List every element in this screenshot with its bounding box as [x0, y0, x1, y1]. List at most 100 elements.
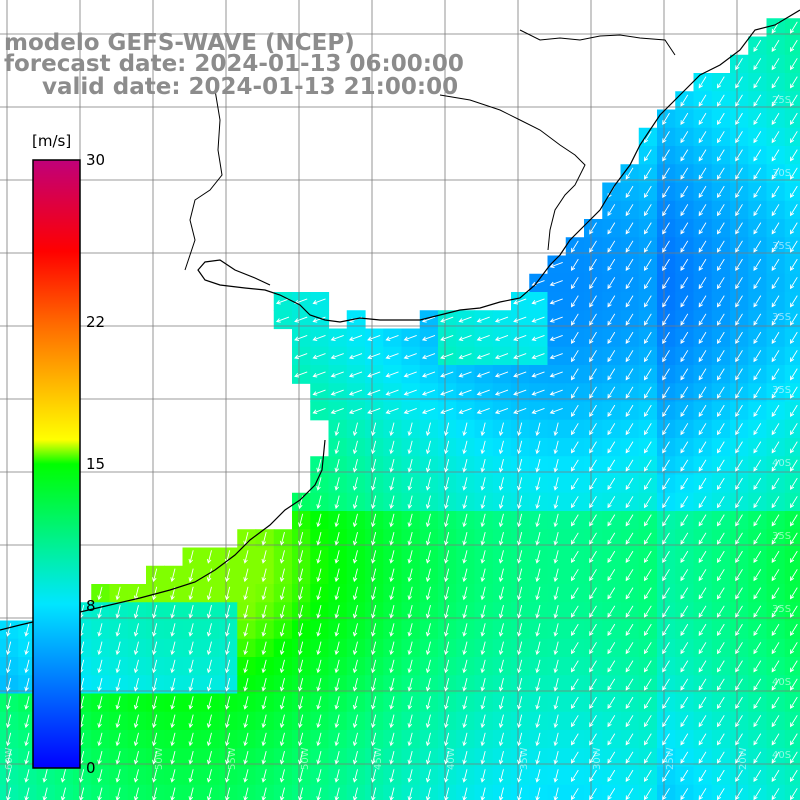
wind-arrow — [480, 550, 486, 564]
wind-arrow — [589, 368, 597, 381]
lon-label: 25W — [665, 747, 676, 770]
wind-arrow — [462, 458, 468, 473]
wind-arrow — [462, 477, 468, 491]
wind-arrow — [389, 422, 395, 437]
wind-arrow — [771, 441, 780, 454]
wind-arrow — [625, 569, 634, 582]
wind-arrow — [589, 660, 597, 673]
wind-arrow — [644, 331, 652, 345]
wind-arrow — [316, 769, 322, 783]
wind-arrow — [753, 167, 762, 180]
wind-arrow — [553, 550, 559, 564]
wind-arrow — [753, 769, 762, 783]
wind-arrow — [680, 715, 689, 728]
wind-arrow — [97, 586, 103, 601]
wind-arrow — [352, 769, 358, 783]
wind-arrow — [625, 477, 634, 490]
wind-arrow — [680, 587, 689, 600]
wind-arrow — [771, 751, 780, 764]
wind-arrow — [352, 641, 358, 656]
colorbar-tick: 22 — [86, 313, 106, 332]
wind-arrow — [662, 788, 670, 800]
wind-arrow — [243, 641, 249, 656]
lon-label: 55W — [227, 747, 238, 770]
wind-arrow — [549, 371, 563, 378]
wind-arrow — [462, 586, 468, 601]
wind-arrow — [625, 660, 634, 673]
wind-arrow — [753, 149, 762, 162]
wind-arrow — [334, 422, 340, 437]
wind-arrow — [625, 587, 634, 600]
wind-arrow — [458, 407, 472, 414]
wind-arrow — [298, 677, 304, 692]
wind-arrow — [352, 477, 358, 491]
colorbar — [32, 159, 81, 769]
wind-arrow — [717, 605, 725, 618]
wind-arrow — [698, 131, 707, 144]
wind-arrow — [790, 94, 798, 107]
wind-arrow — [698, 587, 707, 600]
wind-arrow — [444, 623, 450, 637]
wind-arrow — [625, 605, 634, 618]
wind-arrow — [188, 568, 194, 583]
wind-arrow — [316, 477, 322, 491]
wind-arrow — [444, 732, 450, 747]
wind-arrow — [115, 714, 121, 729]
wind-arrow — [549, 334, 563, 341]
wind-arrow — [316, 659, 322, 674]
wind-arrow — [403, 334, 417, 341]
wind-arrow — [371, 477, 377, 491]
wind-arrow — [371, 659, 377, 674]
lat-label: 40S — [772, 458, 791, 469]
axis-labels: 25S 30S 35S 35S 35S 40S 35S 35S 40S 40S … — [4, 95, 791, 770]
wind-arrow — [717, 441, 725, 454]
wind-arrow — [644, 149, 652, 162]
wind-arrow — [330, 353, 344, 360]
wind-arrow — [316, 495, 322, 510]
wind-arrow — [279, 568, 285, 583]
wind-cell — [784, 784, 800, 800]
wind-arrow — [662, 185, 670, 198]
wind-arrow — [717, 295, 725, 308]
wind-arrow — [680, 569, 689, 582]
wind-cell — [602, 784, 622, 800]
wind-arrow — [735, 167, 743, 180]
wind-arrow — [279, 550, 285, 564]
wind-arrow — [625, 769, 634, 782]
wind-arrow — [535, 568, 541, 583]
wind-cell — [784, 730, 800, 749]
wind-arrow — [607, 569, 616, 582]
wind-arrow — [458, 353, 472, 360]
wind-arrow — [334, 732, 340, 747]
wind-arrow — [625, 788, 634, 800]
wind-arrow — [444, 531, 450, 546]
wind-arrow — [717, 386, 725, 399]
wind-arrow — [589, 532, 597, 545]
wind-arrow — [698, 532, 707, 545]
wind-arrow — [152, 677, 158, 692]
wind-arrow — [680, 258, 689, 272]
wind-arrow — [790, 550, 798, 564]
wind-arrow — [389, 659, 395, 674]
wind-arrow — [389, 477, 395, 491]
wind-cell — [584, 784, 603, 800]
wind-arrow — [385, 353, 399, 360]
wind-cell — [784, 766, 800, 786]
wind-arrow — [498, 769, 504, 783]
wind-arrow — [334, 769, 340, 783]
wind-arrow — [571, 386, 579, 399]
wind-arrow — [371, 586, 377, 601]
wind-arrow — [316, 568, 322, 583]
wind-arrow — [644, 441, 652, 454]
wind-arrow — [625, 167, 634, 180]
wind-arrow — [462, 677, 468, 692]
wind-arrow — [115, 677, 121, 692]
wind-arrow — [407, 714, 413, 729]
wind-arrow — [790, 58, 798, 71]
wind-arrow — [553, 677, 559, 692]
wind-arrow — [753, 331, 762, 345]
wind-arrow — [790, 240, 798, 253]
wind-arrow — [389, 604, 395, 619]
wind-arrow — [607, 696, 616, 710]
wind-arrow — [698, 404, 707, 417]
